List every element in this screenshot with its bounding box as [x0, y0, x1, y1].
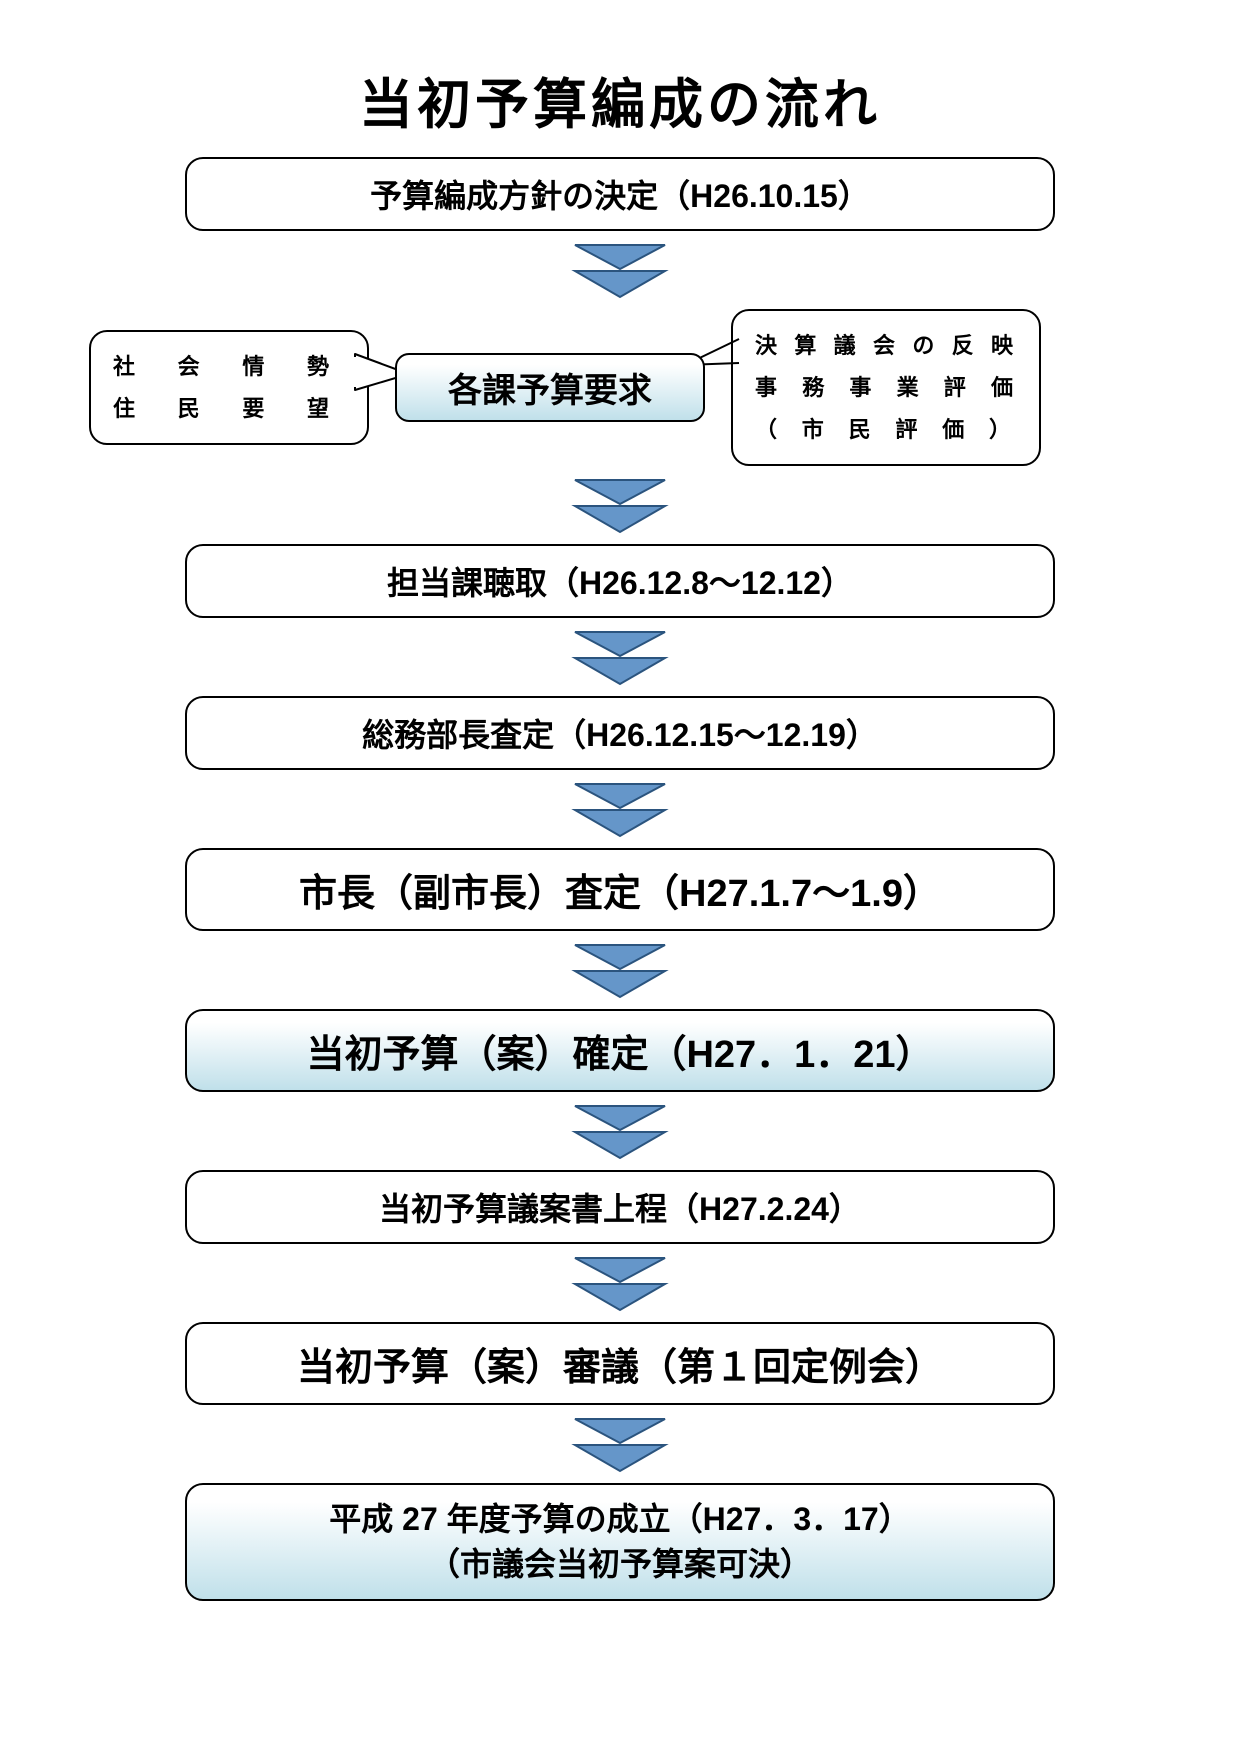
arrow-icon [555, 939, 685, 1003]
arrow-icon [555, 1413, 685, 1477]
callout-right-line3: （市民評価） [755, 409, 1017, 451]
arrow-icon [555, 1252, 685, 1316]
flowchart-container: 予算編成方針の決定（H26.10.15） 社会情勢 住民要望 各課予算要求 決算… [180, 157, 1060, 1601]
flow-node-9-line1: 平成 27 年度予算の成立（H27．3．17） [329, 1497, 910, 1542]
arrow-icon [555, 474, 685, 538]
flow-node-7: 当初予算議案書上程（H27.2.24） [185, 1170, 1055, 1244]
arrow-icon [555, 239, 685, 303]
callout-left-line1: 社会情勢 [113, 346, 345, 388]
flow-node-9-line2: （市議会当初予算案可決） [428, 1542, 812, 1587]
callout-left: 社会情勢 住民要望 [89, 330, 369, 446]
page-title: 当初予算編成の流れ [0, 60, 1240, 139]
flow-node-1: 予算編成方針の決定（H26.10.15） [185, 157, 1055, 231]
flow-node-3: 担当課聴取（H26.12.8～12.12） [185, 544, 1055, 618]
arrow-icon [555, 778, 685, 842]
flow-node-2: 各課予算要求 [395, 353, 705, 422]
callout-row: 社会情勢 住民要望 各課予算要求 決算議会の反映 事務事業評価 （市民評価） [15, 309, 1115, 466]
arrow-icon [555, 1100, 685, 1164]
flow-node-4: 総務部長査定（H26.12.15～12.19） [185, 696, 1055, 770]
callout-right-line1: 決算議会の反映 [755, 325, 1017, 367]
flow-node-8: 当初予算（案）審議（第１回定例会） [185, 1322, 1055, 1405]
callout-right-line2: 事務事業評価 [755, 367, 1017, 409]
callout-left-line2: 住民要望 [113, 388, 345, 430]
flow-node-9: 平成 27 年度予算の成立（H27．3．17） （市議会当初予算案可決） [185, 1483, 1055, 1601]
flow-node-5: 市長（副市長）査定（H27.1.7～1.9） [185, 848, 1055, 931]
arrow-icon [555, 626, 685, 690]
flow-node-6: 当初予算（案）確定（H27．1．21） [185, 1009, 1055, 1092]
callout-right: 決算議会の反映 事務事業評価 （市民評価） [731, 309, 1041, 466]
